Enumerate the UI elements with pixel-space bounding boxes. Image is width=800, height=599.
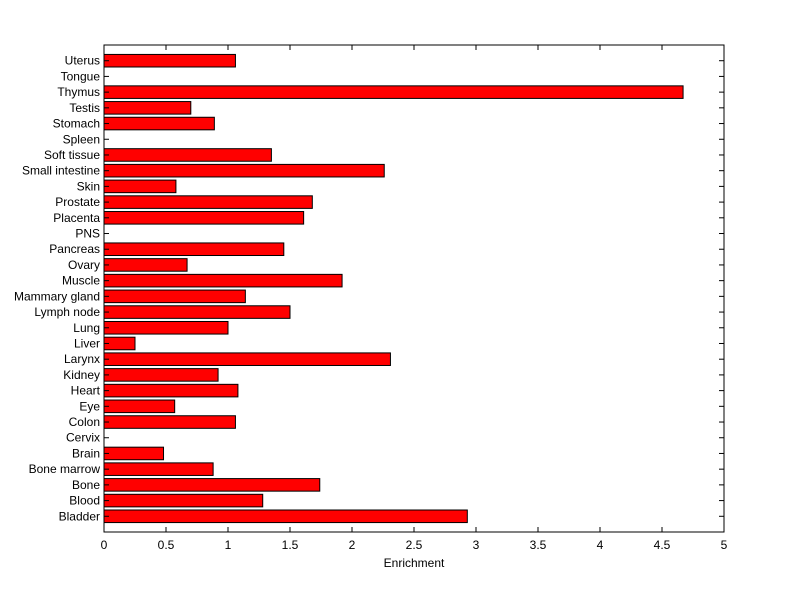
x-tick-label-10: 5 (721, 538, 728, 552)
y-tick-label-lymph-node: Lymph node (34, 305, 100, 319)
x-tick-label-8: 4 (597, 538, 604, 552)
bar-kidney (103, 368, 219, 382)
bar-lymph-node (103, 305, 291, 319)
y-tick-label-mammary-gland: Mammary gland (14, 289, 100, 303)
x-tick-label-2: 1 (225, 538, 232, 552)
bar-colon (103, 415, 236, 429)
x-tick-label-0: 0 (101, 538, 108, 552)
bar-thymus (103, 85, 684, 99)
bars-group (103, 53, 684, 524)
y-tick-label-bladder: Bladder (59, 509, 100, 523)
bar-heart (103, 383, 239, 398)
bar-larynx (103, 352, 391, 366)
bar-eye (103, 399, 176, 414)
bar-brain (103, 446, 165, 461)
bar-lung (103, 320, 229, 335)
bar-bone (103, 478, 321, 492)
y-tick-label-blood: Blood (69, 494, 100, 508)
y-tick-label-bone: Bone (72, 478, 100, 492)
y-tick-label-heart: Heart (71, 384, 101, 398)
y-tick-label-spleen: Spleen (63, 132, 100, 146)
bar-stomach (103, 116, 215, 131)
y-tick-label-pancreas: Pancreas (49, 242, 100, 256)
x-axis-label: Enrichment (384, 556, 445, 570)
x-tick-labels: 0 0.5 1 1.5 2 2.5 3 3.5 4 4.5 5 (101, 538, 728, 552)
y-tick-label-bone-marrow: Bone marrow (29, 462, 101, 476)
bar-skin (103, 179, 177, 194)
x-tick-label-7: 3.5 (530, 538, 547, 552)
y-tick-label-eye: Eye (79, 399, 100, 413)
y-tick-label-larynx: Larynx (64, 352, 100, 366)
bar-small-intestine (103, 163, 385, 178)
bar-mammary-gland (103, 289, 246, 304)
ticks-group (103, 45, 725, 532)
y-tick-label-cervix: Cervix (66, 431, 100, 445)
y-tick-label-stomach: Stomach (53, 117, 100, 131)
x-tick-label-6: 3 (473, 538, 480, 552)
y-tick-label-placenta: Placenta (53, 211, 100, 225)
y-tick-label-liver: Liver (74, 336, 100, 350)
y-tick-label-testis: Testis (69, 101, 100, 115)
x-tick-label-4: 2 (349, 538, 356, 552)
y-tick-label-kidney: Kidney (63, 368, 100, 382)
x-tick-label-3: 1.5 (282, 538, 299, 552)
bar-blood (103, 493, 264, 508)
bar-testis (103, 101, 192, 115)
x-tick-label-9: 4.5 (654, 538, 671, 552)
y-tick-label-thymus: Thymus (57, 85, 100, 99)
x-tick-label-1: 0.5 (158, 538, 175, 552)
bar-muscle (103, 273, 343, 288)
bar-pancreas (103, 242, 285, 257)
bar-bladder (103, 509, 468, 524)
y-tick-label-prostate: Prostate (55, 195, 100, 209)
y-tick-label-uterus: Uterus (65, 54, 100, 68)
bar-prostate (103, 195, 313, 209)
y-tick-label-skin: Skin (77, 179, 100, 193)
y-tick-label-soft-tissue: Soft tissue (44, 148, 100, 162)
bar-bone-marrow (103, 462, 214, 476)
y-tick-label-lung: Lung (73, 321, 100, 335)
y-tick-label-muscle: Muscle (62, 274, 100, 288)
y-tick-label-tongue: Tongue (61, 69, 101, 83)
y-tick-label-pns: PNS (75, 227, 100, 241)
x-tick-label-5: 2.5 (406, 538, 423, 552)
y-tick-label-brain: Brain (72, 446, 100, 460)
bar-placenta (103, 211, 305, 225)
y-tick-label-ovary: Ovary (68, 258, 100, 272)
y-tick-label-colon: Colon (69, 415, 100, 429)
bar-soft-tissue (103, 148, 272, 162)
bar-ovary (103, 258, 188, 272)
bar-uterus (103, 53, 236, 68)
y-tick-label-small-intestine: Small intestine (22, 164, 100, 178)
